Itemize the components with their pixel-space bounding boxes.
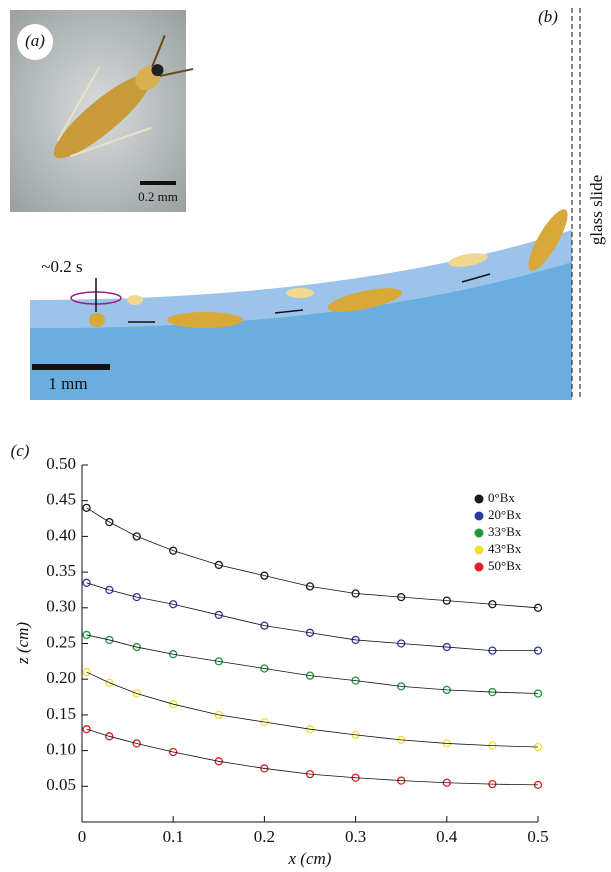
data-point: [169, 700, 178, 709]
data-point: [305, 725, 315, 734]
y-tick-label: 0.05: [46, 775, 76, 794]
data-point: [214, 657, 223, 666]
fit-line: [86, 634, 539, 694]
y-tick-label: 0.15: [46, 704, 76, 723]
panel-badge: [17, 24, 53, 60]
legend-label: 33°Bx: [488, 524, 522, 539]
scale-bar: [32, 364, 110, 370]
data-point: [105, 517, 114, 527]
data-point: [169, 546, 178, 555]
data-point: [82, 578, 91, 587]
y-tick-label: 0.35: [46, 561, 76, 580]
data-point: [169, 650, 178, 659]
data-point: [305, 628, 315, 637]
legend-marker: [474, 494, 484, 504]
fit-line: [86, 582, 538, 652]
legend-label: 20°Bx: [488, 507, 522, 522]
data-point: [214, 610, 223, 620]
x-tick-label: 0.5: [527, 827, 548, 846]
x-tick-label: 0.1: [163, 827, 184, 846]
data-point: [82, 725, 91, 734]
x-tick-label: 0: [78, 827, 87, 846]
data-point: [305, 582, 315, 591]
y-tick-label: 0.20: [46, 668, 76, 687]
data-point: [132, 689, 141, 698]
data-point: [260, 664, 269, 673]
time-label: ~0.2 s: [41, 257, 82, 276]
wall-label: glass slide: [587, 175, 606, 245]
fit-line: [86, 507, 539, 609]
data-point: [132, 592, 141, 602]
legend-marker: [474, 511, 484, 521]
data-point: [132, 532, 141, 541]
x-tick-label: 0.4: [436, 827, 458, 846]
x-tick-label: 0.3: [345, 827, 366, 846]
legend-label: 0°Bx: [488, 490, 515, 505]
data-point: [260, 621, 269, 630]
data-point: [260, 764, 269, 773]
data-point: [214, 560, 223, 570]
fit-line: [86, 671, 539, 748]
data-point: [105, 732, 114, 741]
y-tick-label: 0.30: [46, 597, 76, 616]
data-point: [260, 717, 269, 727]
data-point: [169, 600, 178, 609]
data-point: [82, 667, 91, 677]
y-tick-label: 0.45: [46, 490, 76, 509]
data-point: [82, 630, 91, 640]
panel-label: (c): [11, 441, 30, 460]
x-tick-label: 0.2: [254, 827, 275, 846]
legend-marker: [474, 528, 484, 538]
data-point: [214, 757, 223, 766]
motion-arrows: [128, 273, 491, 323]
y-tick-label: 0.25: [46, 632, 76, 651]
y-axis-label: z (cm): [13, 622, 32, 665]
y-tick-label: 0.40: [46, 525, 76, 544]
y-tick-label: 0.10: [46, 740, 76, 759]
data-point: [105, 635, 114, 645]
data-point: [214, 710, 223, 720]
data-point: [82, 503, 91, 512]
insect: [53, 34, 194, 159]
scale-label: 1 mm: [48, 374, 87, 393]
legend-label: 43°Bx: [488, 541, 522, 556]
scale-bar: [140, 181, 176, 185]
data-point: [132, 739, 141, 748]
y-tick-label: 0.50: [46, 454, 76, 473]
data-point: [260, 571, 269, 580]
legend-label: 50°Bx: [488, 558, 522, 573]
fit-line: [86, 728, 539, 786]
legend-marker: [474, 545, 484, 555]
insects: [89, 209, 568, 328]
data-point: [105, 585, 114, 595]
legend-marker: [474, 562, 484, 572]
scale-label: 0.2 mm: [138, 189, 178, 204]
panel-label: (a): [25, 31, 45, 50]
panel-label: (b): [538, 7, 558, 26]
data-point: [169, 747, 178, 757]
water: [30, 262, 572, 400]
x-axis-label: x (cm): [288, 849, 332, 868]
data-point: [105, 678, 114, 687]
data-point: [132, 642, 141, 652]
